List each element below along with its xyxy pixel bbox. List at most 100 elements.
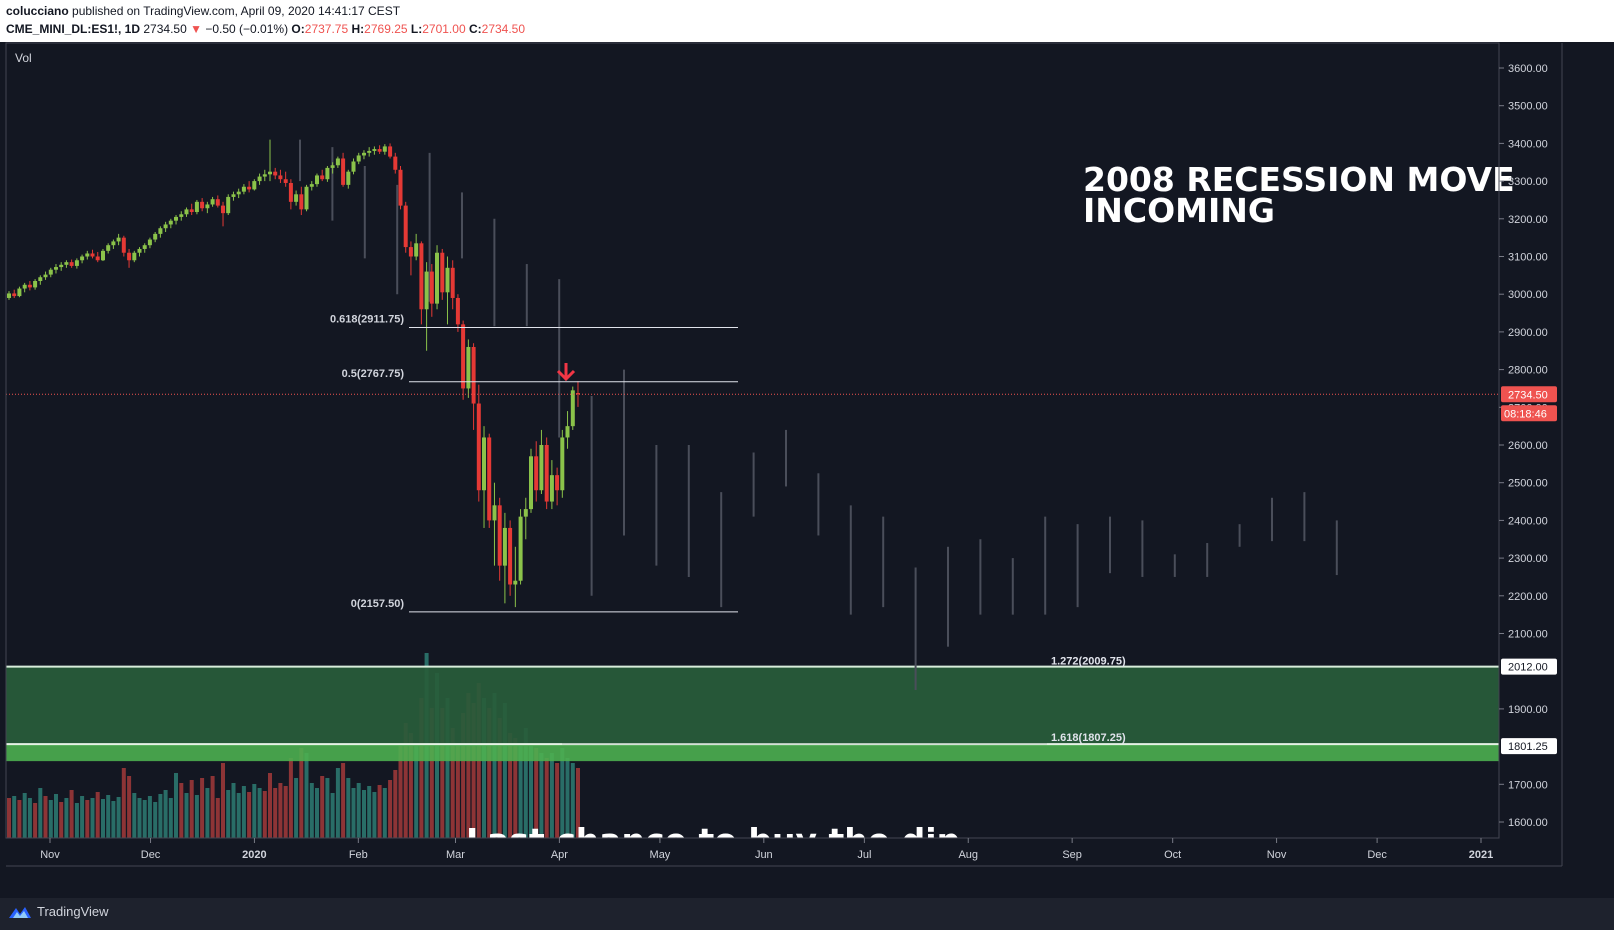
- candle[interactable]: [69, 259, 74, 268]
- candle[interactable]: [163, 221, 168, 232]
- candle[interactable]: [419, 241, 424, 325]
- candle[interactable]: [549, 460, 554, 510]
- annotation-buy-the-dip[interactable]: Last chance to buy the dip: [466, 821, 960, 860]
- candle[interactable]: [320, 169, 325, 182]
- candle[interactable]: [304, 184, 309, 212]
- candle[interactable]: [492, 482, 497, 566]
- candle[interactable]: [325, 166, 330, 182]
- candle[interactable]: [424, 262, 429, 351]
- candle[interactable]: [59, 262, 64, 271]
- candle[interactable]: [127, 248, 132, 268]
- candle[interactable]: [247, 181, 252, 193]
- candle[interactable]: [210, 196, 215, 207]
- candle[interactable]: [403, 201, 408, 253]
- candle[interactable]: [377, 145, 382, 154]
- candle[interactable]: [95, 251, 100, 263]
- candle[interactable]: [356, 152, 361, 165]
- candle[interactable]: [205, 201, 210, 214]
- candle[interactable]: [315, 173, 319, 187]
- candle[interactable]: [273, 167, 278, 180]
- candle[interactable]: [54, 264, 58, 274]
- candle[interactable]: [382, 144, 387, 155]
- candle[interactable]: [560, 429, 565, 498]
- candle[interactable]: [241, 184, 246, 195]
- candle[interactable]: [523, 497, 528, 540]
- candle[interactable]: [476, 384, 481, 502]
- candle[interactable]: [262, 169, 267, 182]
- candle[interactable]: [142, 243, 147, 253]
- candle[interactable]: [482, 426, 486, 528]
- candle[interactable]: [544, 437, 549, 510]
- candle[interactable]: [106, 243, 111, 254]
- candle[interactable]: [408, 241, 413, 276]
- candle[interactable]: [33, 279, 38, 290]
- candle[interactable]: [450, 260, 455, 310]
- candle[interactable]: [518, 509, 523, 585]
- candle[interactable]: [121, 235, 126, 257]
- candle[interactable]: [362, 150, 366, 160]
- candle[interactable]: [17, 286, 22, 298]
- candle[interactable]: [179, 211, 184, 221]
- candle[interactable]: [22, 282, 27, 293]
- candle[interactable]: [231, 191, 236, 201]
- candle[interactable]: [268, 139, 272, 182]
- candle[interactable]: [471, 343, 476, 430]
- tradingview-brand[interactable]: TradingView: [8, 904, 109, 919]
- fib-level[interactable]: 1.272(2009.75): [1051, 656, 1126, 668]
- candle[interactable]: [565, 411, 570, 449]
- candle[interactable]: [48, 267, 53, 278]
- support-zone[interactable]: [6, 666, 1499, 747]
- annotation-recession[interactable]: 2008 RECESSION MOVE INCOMING: [1083, 160, 1515, 230]
- candle[interactable]: [174, 215, 178, 225]
- candle[interactable]: [529, 448, 533, 513]
- fib-level[interactable]: 0.5(2767.75): [342, 368, 738, 383]
- candle[interactable]: [80, 254, 85, 264]
- candle[interactable]: [236, 188, 241, 199]
- candle[interactable]: [43, 271, 48, 280]
- candle[interactable]: [534, 441, 539, 502]
- fib-level[interactable]: 1.618(1807.25): [562, 732, 1126, 745]
- fib-level[interactable]: 0.618(2911.75): [330, 313, 738, 328]
- candle[interactable]: [570, 386, 575, 430]
- candle[interactable]: [288, 179, 293, 210]
- candle[interactable]: [497, 497, 502, 581]
- candle[interactable]: [184, 207, 189, 217]
- candle[interactable]: [252, 179, 257, 191]
- candle[interactable]: [393, 152, 398, 174]
- candle[interactable]: [132, 250, 137, 263]
- candle[interactable]: [111, 239, 116, 249]
- candle[interactable]: [461, 320, 466, 400]
- candle[interactable]: [7, 291, 11, 300]
- candle[interactable]: [351, 158, 356, 175]
- candle[interactable]: [435, 245, 439, 310]
- candle[interactable]: [168, 218, 173, 229]
- candle[interactable]: [508, 520, 513, 596]
- price-chart[interactable]: Vol 0.618(2911.75) 0.5(2767.75) 0(2157.50)…: [0, 0, 1614, 898]
- candle[interactable]: [137, 247, 142, 257]
- candle[interactable]: [147, 237, 152, 249]
- candle[interactable]: [388, 143, 393, 159]
- candle[interactable]: [27, 281, 32, 291]
- candle[interactable]: [278, 169, 283, 183]
- candle[interactable]: [455, 294, 460, 332]
- candle[interactable]: [335, 156, 340, 168]
- candle[interactable]: [200, 198, 205, 212]
- candle[interactable]: [38, 275, 43, 285]
- candle[interactable]: [539, 429, 544, 495]
- candle[interactable]: [440, 248, 445, 300]
- symbol-name[interactable]: CME_MINI_DL:ES1!, 1D: [6, 22, 141, 36]
- candle[interactable]: [294, 190, 299, 206]
- candle[interactable]: [194, 199, 199, 215]
- candle[interactable]: [74, 258, 79, 269]
- candle[interactable]: [85, 250, 90, 260]
- candle[interactable]: [283, 171, 288, 187]
- candle[interactable]: [346, 169, 351, 189]
- candle[interactable]: [341, 152, 346, 187]
- fib-level[interactable]: 0(2157.50): [351, 598, 738, 613]
- candle[interactable]: [513, 546, 518, 608]
- candle[interactable]: [189, 203, 194, 216]
- candle[interactable]: [502, 512, 507, 604]
- candle[interactable]: [330, 162, 335, 174]
- candle[interactable]: [90, 249, 95, 259]
- candle[interactable]: [215, 195, 220, 208]
